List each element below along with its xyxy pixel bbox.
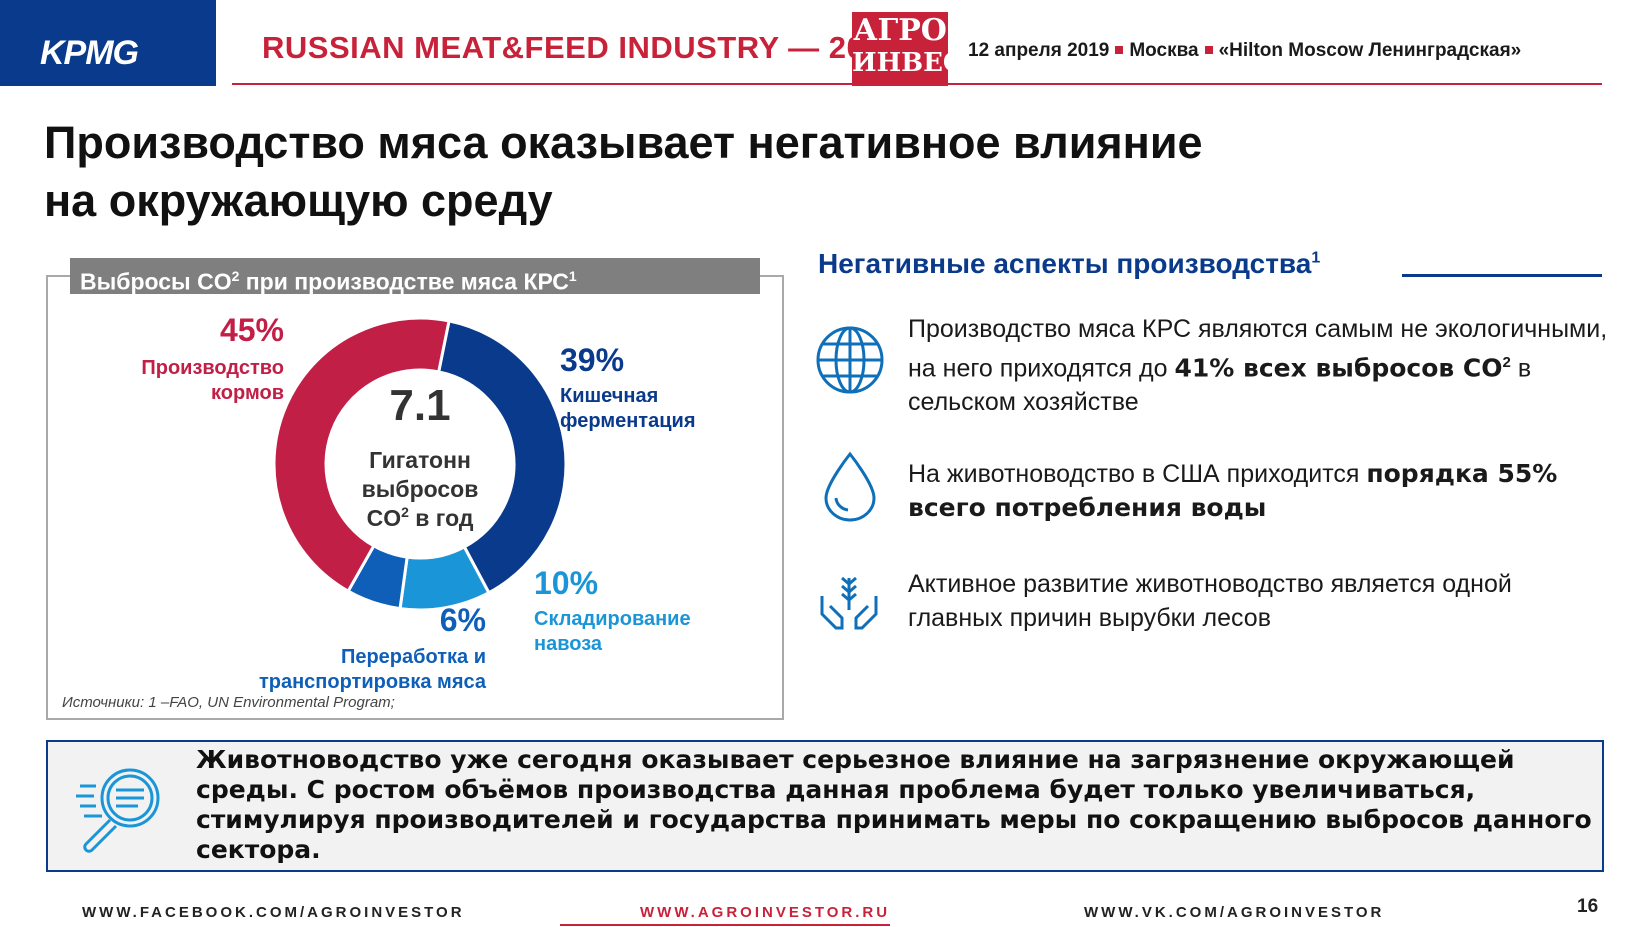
page-title: Производство мяса оказывает негативное в…: [44, 114, 1444, 230]
slice-value-label: 6%: [440, 602, 486, 638]
chart-title-rest: при производстве мяса КРС: [239, 268, 569, 295]
slice-value-label: 45%: [220, 312, 284, 348]
kpmg-logo-text: KPMG: [40, 34, 139, 72]
center-per-year: в год: [409, 505, 474, 531]
page-number: 16: [1577, 896, 1599, 917]
agro-logo-line2: ИНВЕСТОР: [852, 48, 1026, 78]
footer-site-link[interactable]: WWW.AGROINVESTOR.RU: [640, 904, 891, 921]
chart-sources: Источники: 1 –FAO, UN Environmental Prog…: [62, 694, 395, 711]
chart-title-sup: 2: [231, 268, 240, 284]
slice-value-label: 39%: [560, 342, 624, 378]
slice-label-line1: Переработка и: [341, 646, 486, 668]
event-details: 12 апреля 2019 Москва «Hilton Moscow Ленин…: [968, 40, 1521, 62]
event-venue: «Hilton Moscow Ленинградская»: [1218, 40, 1522, 61]
slice-label-line2: ферментация: [560, 410, 696, 432]
footer-facebook-link[interactable]: WWW.FACEBOOK.COM/AGROINVESTOR: [82, 904, 465, 921]
slice-label-line2: навоза: [534, 633, 603, 655]
aspect-bold: 41% всех выбросов CO: [1174, 353, 1503, 383]
donut-chart: 7.1 Гигатонн выбросов CO2 в год 39% Кише…: [141, 312, 696, 693]
page-title-line1: Производство мяса оказывает негативное в…: [44, 117, 1203, 168]
aspect-bold: порядка 55% всего потребления воды: [908, 459, 1558, 522]
agro-logo-line1: АГРО: [853, 13, 947, 48]
center-sup: 2: [401, 504, 409, 520]
chart-title-note: 1: [568, 268, 577, 284]
footer-vk-link[interactable]: WWW.VK.COM/AGROINVESTOR: [1084, 904, 1385, 921]
donut-slices: [272, 316, 568, 612]
aspect-text: На животноводство в США приходится: [908, 460, 1367, 488]
aspect-item-water: На животноводство в США приходится поряд…: [908, 457, 1628, 525]
conclusion-text: Животноводство уже сегодня оказывает сер…: [196, 745, 1592, 864]
aspect-item-forests: Активное развитие животноводство являетс…: [908, 567, 1608, 635]
water-drop-icon: [824, 451, 876, 522]
kpmg-logo: KPMG: [0, 0, 216, 86]
hands-wheat-icon: [820, 576, 878, 630]
center-line2: выбросов: [362, 476, 479, 502]
donut-slice: [272, 316, 451, 594]
event-date: 12 апреля 2019: [968, 40, 1110, 61]
header-rule: [232, 83, 1602, 85]
aspects-title-note: 1: [1311, 249, 1321, 267]
chart-title-text: Выбросы CO: [80, 268, 232, 295]
aspects-rule: [1402, 274, 1602, 277]
aspects-title-text: Негативные аспекты производства: [818, 248, 1312, 279]
event-title: RUSSIAN MEAT&FEED INDUSTRY — 2019: [262, 30, 900, 65]
center-line3: CO2 в год: [367, 504, 474, 531]
magnifier-document-icon: [76, 768, 160, 853]
agroinvestor-logo: АГРО ИНВЕСТОР: [852, 12, 1026, 86]
slice-label-line1: Складирование: [534, 608, 691, 630]
aspect-text: Активное развитие животноводство являетс…: [908, 570, 1512, 632]
conclusion-box: [46, 740, 1604, 872]
event-city: Москва: [1129, 40, 1199, 61]
aspects-title: Негативные аспекты производства1: [818, 248, 1320, 280]
slice-label-line2: кормов: [211, 382, 284, 404]
slice-label-line1: Производство: [141, 357, 284, 379]
slice-label-line2: транспортировка мяса: [259, 671, 487, 693]
donut-slice: [436, 319, 568, 595]
center-value: 7.1: [389, 381, 450, 430]
center-line1: Гигатонн: [369, 447, 471, 473]
page-title-line2: на окружающую среду: [44, 175, 553, 226]
aspect-text-end: в сельском хозяйстве: [908, 354, 1532, 417]
separator-square: [1204, 46, 1213, 55]
chart-title: Выбросы CO2 при производстве мяса КРС1: [70, 258, 760, 295]
center-co: CO: [367, 505, 402, 531]
aspect-item-emissions: Производство мяса КРС являются самым не …: [908, 312, 1628, 419]
aspect-bold-sup: 2: [1502, 354, 1511, 371]
aspect-text: Производство мяса КРС являются самым не …: [908, 315, 1608, 383]
slice-value-label: 10%: [534, 565, 598, 601]
globe-icon: [816, 326, 884, 394]
footer-rule: [560, 924, 890, 926]
separator-square: [1115, 46, 1124, 55]
slice-label-line1: Кишечная: [560, 385, 658, 407]
